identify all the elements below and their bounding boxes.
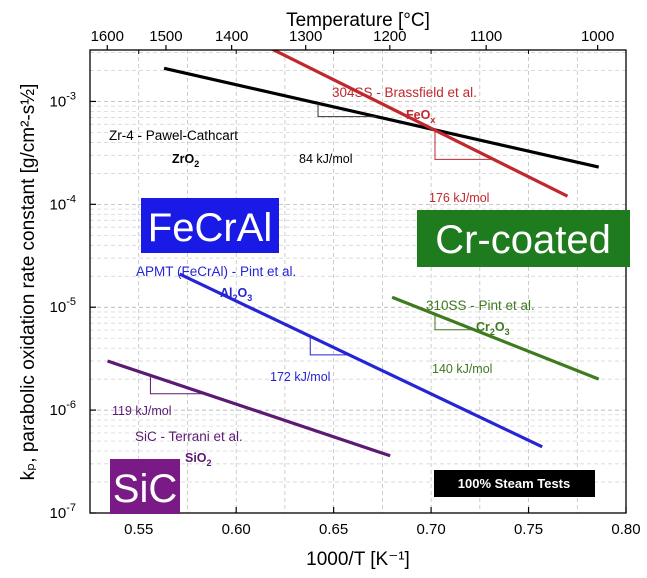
fecral-box-bg	[141, 198, 279, 253]
series-label-sic: SiC - Terrani et al.	[135, 429, 243, 444]
oxide-label-feox: FeOx	[406, 108, 435, 125]
x-tick-label: 0.65	[319, 521, 348, 538]
cr-coated-box-bg	[417, 210, 630, 267]
slope-marker-2	[309, 336, 350, 356]
x-axis-title: 1000/T [K⁻¹]	[306, 549, 410, 570]
x-tick-label: 0.80	[611, 521, 640, 538]
top-tick-label: 1400	[215, 28, 248, 45]
ea-label-304ss: 176 kJ/mol	[429, 191, 489, 205]
top-tick-label: 1200	[373, 28, 406, 45]
ea-label-sic: 119 kJ/mol	[112, 404, 172, 418]
series-labels: Zr-4 - Pawel-Cathcart ZrO2 84 kJ/mol 304…	[109, 85, 535, 468]
oxide-label-cr2o3: Cr2O3	[476, 320, 510, 337]
series-label-310ss: 310SS - Pint et al.	[426, 298, 535, 313]
top-tick-label: 1300	[289, 28, 322, 45]
oxide-label-al2o3: Al2O3	[220, 286, 252, 303]
sic-box-label: SiC	[113, 467, 177, 511]
ea-label-zr4: 84 kJ/mol	[299, 152, 353, 166]
fecral-box: FeCrAl	[141, 198, 279, 253]
plot-frame	[89, 49, 627, 514]
steam-tests-badge-label: 100% Steam Tests	[458, 476, 571, 491]
slope-marker-1	[434, 130, 494, 160]
x-tick-label: 0.60	[222, 521, 251, 538]
series-line-3	[391, 295, 600, 381]
series-label-304ss: 304SS - Brassfield et al.	[332, 85, 477, 100]
slope-marker-4	[149, 375, 205, 395]
sic-box-bg	[110, 459, 180, 514]
x-tick-label: 0.75	[514, 521, 543, 538]
top-tick-label: 1600	[91, 28, 124, 45]
series-layer	[107, 50, 600, 458]
oxide-label-zro2: ZrO2	[172, 152, 199, 169]
slope-marker-0	[317, 103, 377, 118]
sic-box: SiC	[110, 459, 180, 514]
top-tick-label: 1100	[470, 28, 502, 45]
series-line-4	[107, 359, 391, 458]
axes	[89, 49, 627, 514]
y-axis-title: kₚ, parabolic oxidation rate constant [g…	[18, 84, 39, 481]
ea-label-310ss: 140 kJ/mol	[432, 362, 492, 376]
cr-coated-box: Cr-coated	[417, 210, 630, 267]
cr-coated-box-label: Cr-coated	[435, 218, 611, 262]
series-label-apmt: APMT (FeCrAl) - Pint et al.	[136, 264, 296, 279]
y-tick-label: 10-5	[50, 296, 76, 316]
y-tick-label: 10-6	[50, 399, 76, 419]
slope-marker-3	[434, 314, 474, 331]
y-tick-label: 10-4	[50, 193, 76, 213]
ticks: 0.55 0.60 0.65 0.70 0.75 0.80 10-7 10-6 10-5 10-4…	[50, 28, 641, 538]
x-tick-label: 0.70	[416, 521, 445, 538]
ea-label-apmt: 172 kJ/mol	[270, 370, 330, 384]
oxide-label-sio2: SiO2	[185, 451, 212, 468]
series-line-1	[270, 50, 569, 198]
y-tick-label: 10-3	[50, 90, 76, 110]
y-tick-label: 10-7	[50, 502, 76, 522]
fecral-box-label: FeCrAl	[148, 206, 272, 250]
top-tick-label: 1000	[581, 28, 614, 45]
series-line-2	[178, 272, 543, 449]
x-tick-label: 0.55	[124, 521, 153, 538]
top-tick-label: 1500	[149, 28, 182, 45]
steam-tests-badge-bg	[434, 470, 595, 497]
series-label-zr4: Zr-4 - Pawel-Cathcart	[109, 128, 238, 143]
activation-energy-markers	[149, 103, 494, 395]
series-line-0	[163, 66, 600, 169]
steam-tests-badge: 100% Steam Tests	[434, 470, 595, 497]
top-axis-title: Temperature [°C]	[286, 10, 430, 31]
